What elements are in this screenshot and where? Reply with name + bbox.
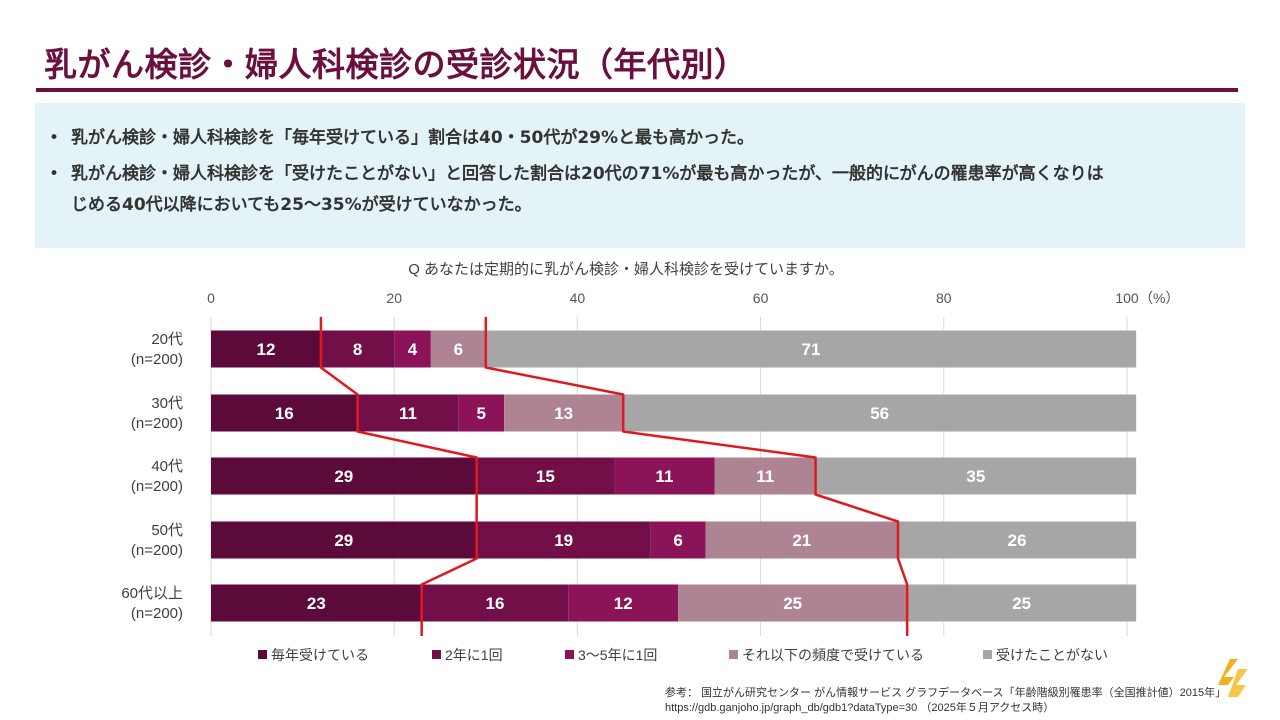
bar-segment — [211, 584, 422, 622]
legend-swatch — [983, 650, 992, 659]
bar-value-label: 12 — [256, 340, 275, 359]
bar-value-label: 21 — [792, 531, 811, 550]
bar-value-label: 35 — [966, 467, 985, 486]
category-label: 60代以上 — [121, 585, 183, 602]
bar-value-label: 11 — [756, 467, 774, 486]
category-n-label: (n=200) — [131, 542, 183, 559]
category-n-label: (n=200) — [131, 478, 183, 495]
category-label: 40代 — [151, 458, 183, 475]
bar-segment — [458, 394, 505, 432]
bar-value-label: 6 — [454, 340, 463, 359]
bar-value-label: 16 — [485, 594, 504, 613]
bar-value-label: 8 — [353, 340, 362, 359]
bar-segment — [898, 521, 1137, 559]
footnote-url: https://gdb.ganjoho.jp/graph_db/gdb1?dat… — [665, 700, 1054, 714]
bar-value-label: 29 — [334, 531, 353, 550]
summary-bullet-2: 乳がん検診・婦人科検診を「受けたことがない」と回答した割合は20代の71%が最も… — [49, 159, 1225, 221]
summary-bullet-2-line-1: 乳がん検診・婦人科検診を「受けたことがない」と回答した割合は20代の71%が最も… — [71, 164, 1104, 184]
bar-segment — [211, 457, 477, 495]
bar-value-label: 23 — [307, 594, 326, 613]
legend-swatch — [432, 650, 441, 659]
bar-segment — [211, 394, 358, 432]
bar-value-label: 13 — [554, 404, 573, 423]
bar-value-label: 25 — [783, 594, 802, 613]
annotation-lines — [319, 317, 909, 636]
legend-swatch — [565, 650, 574, 659]
bar-segment — [678, 584, 908, 622]
legend-label: それ以下の頻度で受けている — [742, 647, 924, 663]
summary-bullet-2-line-2: じめる40代以降においても25～35%が受けていなかった。 — [71, 195, 532, 215]
footnote-reference: 参考： 国立がん研究センター がん情報サービス グラフデータベース「年齢階級別罹… — [665, 685, 1226, 699]
bar-segment — [907, 584, 1137, 622]
legend: 毎年受けている 2年に1回 3～5年に1回 それ以下の頻度で受けている 受けたことがない — [258, 647, 1108, 663]
bar-segment — [623, 394, 1137, 432]
title-underline — [36, 88, 1238, 92]
bar-segment — [650, 521, 706, 559]
bar-segment — [430, 330, 486, 368]
bar-segment — [357, 394, 459, 432]
bar-segment — [211, 521, 477, 559]
legend-label: 3～5年に1回 — [578, 647, 657, 663]
bar-value-label: 71 — [802, 340, 821, 359]
bar-segment — [485, 330, 1137, 368]
bar-value-label: 11 — [399, 404, 417, 423]
bar-segment — [476, 521, 651, 559]
category-label: 30代 — [151, 395, 183, 412]
bar-segment — [394, 330, 431, 368]
bar-value-label: 12 — [614, 594, 633, 613]
x-axis-unit: （%） — [1139, 290, 1179, 306]
bar-segment — [320, 330, 395, 368]
legend-swatch — [729, 650, 738, 659]
bar-value-label: 29 — [334, 467, 353, 486]
summary-panel: 乳がん検診・婦人科検診を「毎年受けている」割合は40・50代が29%と最も高かっ… — [35, 103, 1245, 248]
bar-segment — [504, 394, 624, 432]
x-tick-label: 80 — [936, 290, 952, 306]
bar-value-label: 4 — [408, 340, 418, 359]
brand-logo-icon — [1218, 659, 1248, 697]
summary-bullet-1: 乳がん検診・婦人科検診を「毎年受けている」割合は40・50代が29%と最も高かっ… — [49, 123, 1225, 154]
category-label: 20代 — [151, 331, 183, 348]
bar-segment — [705, 521, 898, 559]
bar-segment — [476, 457, 615, 495]
legend-label: 毎年受けている — [271, 647, 369, 663]
bar-value-label: 16 — [275, 404, 294, 423]
bar-segment — [568, 584, 679, 622]
legend-label: 2年に1回 — [445, 647, 503, 663]
bar-value-label: 56 — [870, 404, 889, 423]
chart-text: Q あなたは定期的に乳がん検診・婦人科検診を受けていますか。 0 20 40 60 80 1… — [121, 261, 1179, 622]
x-tick-label: 20 — [386, 290, 402, 306]
bars — [211, 330, 1137, 622]
page-title: 乳がん検診・婦人科検診の受診状況（年代別） — [44, 45, 748, 84]
red-guide-line — [484, 317, 909, 636]
bar-value-label: 11 — [655, 467, 673, 486]
chart-title: Q あなたは定期的に乳がん検診・婦人科検診を受けていますか。 — [408, 261, 844, 278]
legend-swatch — [258, 650, 267, 659]
bar-value-label: 6 — [673, 531, 682, 550]
bar-segment — [421, 584, 569, 622]
red-guide-line — [319, 317, 478, 636]
bar-value-label: 19 — [554, 531, 573, 550]
category-n-label: (n=200) — [131, 351, 183, 368]
category-label: 50代 — [151, 522, 183, 539]
legend-label: 受けたことがない — [996, 647, 1108, 663]
bar-segment — [614, 457, 715, 495]
bar-value-label: 25 — [1012, 594, 1031, 613]
x-tick-label: 100 — [1115, 290, 1139, 306]
bar-segment — [815, 457, 1137, 495]
category-n-label: (n=200) — [131, 415, 183, 432]
bar-value-label: 15 — [536, 467, 555, 486]
x-tick-label: 0 — [207, 290, 215, 306]
bar-segment — [211, 330, 321, 368]
bar-value-label: 5 — [476, 404, 485, 423]
x-tick-label: 60 — [753, 290, 769, 306]
category-n-label: (n=200) — [131, 605, 183, 622]
bar-segment — [714, 457, 816, 495]
footnote: 参考： 国立がん研究センター がん情報サービス グラフデータベース「年齢階級別罹… — [665, 685, 1226, 714]
x-tick-label: 40 — [570, 290, 586, 306]
bar-value-label: 26 — [1008, 531, 1027, 550]
